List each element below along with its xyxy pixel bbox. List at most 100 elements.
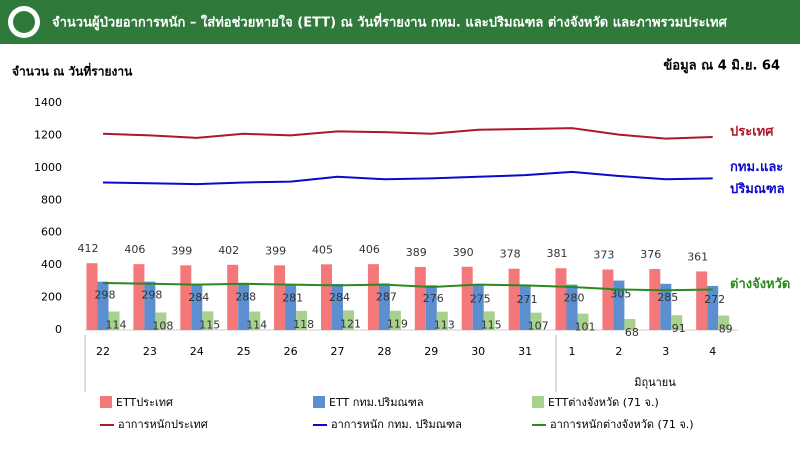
value-label: 361 — [687, 250, 708, 263]
bar — [389, 310, 401, 330]
bar — [249, 311, 261, 330]
value-label: 89 — [719, 323, 733, 336]
x-tick-label: 30 — [471, 345, 485, 358]
value-label: 389 — [406, 246, 427, 259]
bar — [238, 283, 250, 330]
bar — [519, 286, 531, 330]
chart-subtitle: จำนวน ณ วันที่รายงาน — [12, 63, 133, 79]
legend-swatch — [532, 396, 544, 408]
value-label: 406 — [359, 243, 380, 256]
data-note: ข้อมูล ณ 4 มิ.ย. 64 — [663, 58, 780, 74]
value-label: 275 — [470, 292, 491, 305]
bar — [472, 285, 484, 330]
value-label: 298 — [141, 289, 162, 302]
bar — [624, 318, 636, 330]
x-tick-label: 1 — [569, 345, 576, 358]
value-label: 101 — [575, 321, 596, 334]
value-label: 285 — [657, 291, 678, 304]
bar — [202, 311, 214, 330]
value-label: 119 — [387, 318, 408, 331]
bar — [566, 284, 578, 330]
bar — [707, 285, 719, 330]
bar — [108, 311, 120, 330]
bar — [483, 311, 495, 330]
x-tick-label: 22 — [96, 345, 110, 358]
value-label: 276 — [423, 292, 444, 305]
bar — [133, 264, 145, 330]
legend-label: ETTประเทศ — [116, 396, 173, 409]
bar — [436, 311, 448, 330]
value-label: 107 — [528, 320, 549, 333]
value-label: 405 — [312, 243, 333, 256]
bar — [191, 283, 203, 330]
line-end-label: ปริมณฑล — [730, 182, 785, 197]
value-label: 298 — [95, 289, 116, 302]
legend-label: อาการหนักประเทศ — [118, 418, 208, 431]
y-tick-label: 200 — [41, 291, 62, 304]
y-tick-label: 0 — [55, 323, 62, 336]
line — [102, 170, 713, 186]
x-tick-label: 3 — [662, 345, 669, 358]
bar — [649, 269, 661, 330]
value-label: 399 — [265, 244, 286, 257]
y-tick-label: 1400 — [34, 96, 62, 109]
x-tick-label: 2 — [615, 345, 622, 358]
x-tick-label: 4 — [709, 345, 716, 358]
x-tick-label: 24 — [190, 345, 204, 358]
x-tick-label: 29 — [424, 345, 438, 358]
legend-label: ETTต่างจังหวัด (71 จ.) — [548, 396, 659, 409]
value-label: 114 — [106, 319, 127, 332]
bar — [86, 263, 98, 330]
value-label: 113 — [434, 319, 455, 332]
y-tick-label: 600 — [41, 226, 62, 239]
value-label: 280 — [564, 292, 585, 305]
bar — [332, 283, 343, 330]
bar — [378, 283, 390, 330]
value-label: 284 — [329, 291, 350, 304]
bar — [274, 265, 286, 330]
bar — [285, 284, 297, 330]
bar — [343, 310, 354, 330]
x-tick-label: 28 — [377, 345, 391, 358]
bar — [296, 310, 308, 330]
header-bar — [0, 0, 800, 44]
line-end-label: ต่างจังหวัด — [730, 277, 790, 292]
bar — [155, 312, 167, 330]
bar — [718, 315, 730, 330]
bar — [613, 280, 625, 330]
value-label: 272 — [704, 293, 725, 306]
x-tick-label: 31 — [518, 345, 532, 358]
x-tick-label: 26 — [284, 345, 298, 358]
value-label: 381 — [547, 247, 568, 260]
value-label: 412 — [78, 242, 99, 255]
x-tick-label: 27 — [331, 345, 345, 358]
value-label: 91 — [672, 322, 686, 335]
bar — [602, 269, 614, 330]
value-label: 399 — [171, 244, 192, 257]
bar — [671, 315, 683, 330]
line — [102, 281, 713, 292]
bar — [227, 264, 239, 330]
header-title: จำนวนผู้ป่วยอาการหนัก – ใส่ท่อช่วยหายใจ … — [52, 13, 728, 31]
value-label: 108 — [152, 319, 173, 332]
bar — [577, 313, 589, 330]
value-label: 284 — [188, 291, 209, 304]
value-label: 288 — [235, 290, 256, 303]
value-label: 271 — [517, 293, 538, 306]
bar — [461, 266, 473, 330]
line-end-label: ประเทศ — [730, 125, 774, 140]
bar — [97, 281, 109, 330]
value-label: 373 — [593, 249, 614, 262]
x-tick-label: 23 — [143, 345, 157, 358]
bar — [530, 312, 542, 330]
bar — [180, 265, 192, 330]
y-tick-label: 1200 — [34, 128, 62, 141]
bar — [367, 264, 379, 330]
bar — [696, 271, 708, 330]
line-end-label: กทม.และ — [730, 160, 783, 175]
value-label: 115 — [481, 318, 502, 331]
bar — [660, 283, 672, 330]
value-label: 68 — [625, 326, 639, 339]
bar — [508, 268, 520, 330]
